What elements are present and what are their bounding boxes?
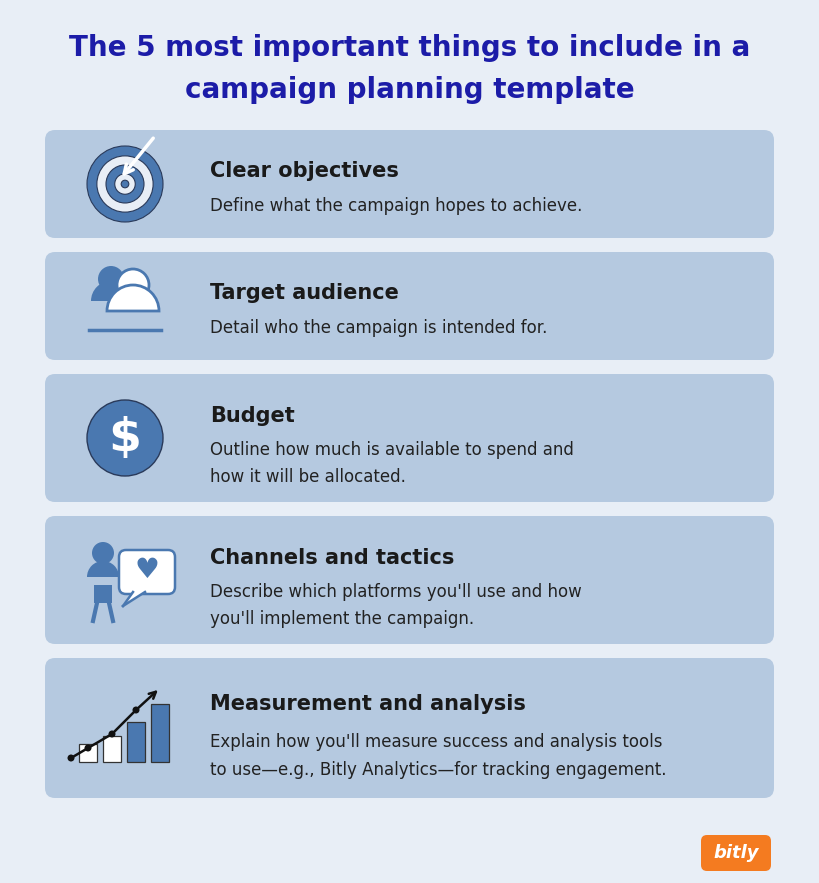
FancyBboxPatch shape [151, 704, 169, 762]
Circle shape [87, 400, 163, 476]
Circle shape [121, 180, 129, 188]
Text: Measurement and analysis: Measurement and analysis [210, 694, 526, 714]
Text: Budget: Budget [210, 406, 295, 426]
Circle shape [98, 266, 124, 292]
Text: ♥: ♥ [134, 556, 160, 584]
FancyBboxPatch shape [45, 252, 774, 360]
Text: The 5 most important things to include in a: The 5 most important things to include i… [69, 34, 750, 62]
Circle shape [67, 754, 75, 761]
Circle shape [108, 730, 115, 737]
Wedge shape [91, 281, 131, 301]
Circle shape [106, 165, 144, 203]
Text: Explain how you'll measure success and analysis tools
to use—e.g., Bitly Analyti: Explain how you'll measure success and a… [210, 733, 667, 779]
Text: $: $ [108, 416, 142, 461]
Circle shape [133, 706, 139, 713]
Text: Outline how much is available to spend and
how it will be allocated.: Outline how much is available to spend a… [210, 441, 574, 487]
Wedge shape [107, 285, 159, 311]
Text: bitly: bitly [713, 844, 758, 862]
Circle shape [84, 744, 92, 751]
Text: Describe which platforms you'll use and how
you'll implement the campaign.: Describe which platforms you'll use and … [210, 583, 581, 629]
FancyBboxPatch shape [45, 658, 774, 798]
Circle shape [92, 542, 114, 564]
Text: Detail who the campaign is intended for.: Detail who the campaign is intended for. [210, 319, 547, 336]
Polygon shape [123, 592, 145, 606]
FancyBboxPatch shape [79, 744, 97, 762]
Text: Channels and tactics: Channels and tactics [210, 548, 455, 569]
Circle shape [117, 269, 149, 301]
FancyBboxPatch shape [45, 130, 774, 238]
Circle shape [97, 156, 153, 212]
Text: Clear objectives: Clear objectives [210, 161, 399, 181]
FancyBboxPatch shape [103, 736, 121, 762]
FancyBboxPatch shape [45, 516, 774, 644]
Wedge shape [87, 561, 119, 577]
Circle shape [87, 146, 163, 222]
Circle shape [115, 174, 135, 194]
FancyBboxPatch shape [701, 835, 771, 871]
FancyBboxPatch shape [45, 374, 774, 502]
Text: Target audience: Target audience [210, 283, 399, 303]
FancyBboxPatch shape [127, 722, 145, 762]
FancyBboxPatch shape [94, 585, 112, 603]
Text: campaign planning template: campaign planning template [185, 76, 634, 104]
FancyBboxPatch shape [119, 550, 175, 594]
Text: Define what the campaign hopes to achieve.: Define what the campaign hopes to achiev… [210, 197, 582, 215]
